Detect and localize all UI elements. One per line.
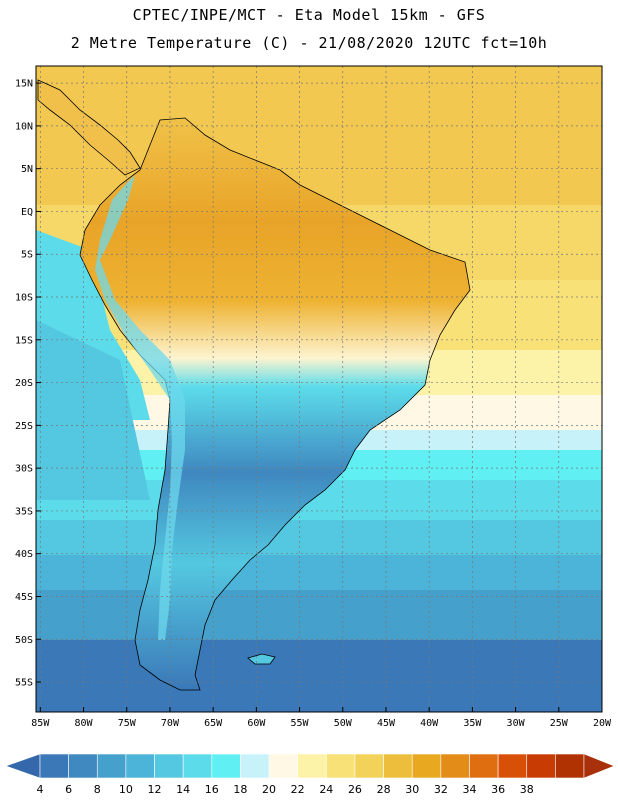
colorbar-label: 24 [319, 783, 333, 796]
colorbar-label: 28 [377, 783, 391, 796]
lon-label: 50W [334, 718, 353, 729]
lat-label: 30S [15, 464, 33, 475]
colorbar-box [354, 753, 384, 779]
colorbar-label: 22 [291, 783, 305, 796]
colorbar-overflow-arrow [583, 753, 615, 779]
colorbar-box [268, 753, 298, 779]
lat-label: 25S [15, 421, 33, 432]
ocean-band-9 [36, 555, 602, 590]
colorbar-label: 26 [348, 783, 362, 796]
colorbar-label: 12 [148, 783, 162, 796]
lon-label: 75W [118, 718, 137, 729]
lat-label: 10N [15, 121, 33, 132]
colorbar-box [469, 753, 499, 779]
lon-label: 80W [74, 718, 93, 729]
colorbar-label: 38 [520, 783, 534, 796]
colorbar-box [383, 753, 413, 779]
lat-label: 50S [15, 635, 33, 646]
colorbar-label: 30 [405, 783, 419, 796]
lon-label: 60W [247, 718, 266, 729]
lat-label: 15S [15, 335, 33, 346]
lon-label: 45W [377, 718, 396, 729]
lat-label: 40S [15, 549, 33, 560]
colorbar-box [526, 753, 556, 779]
colorbar-box [440, 753, 470, 779]
lat-label: 55S [15, 678, 33, 689]
longitude-axis-labels: 85W 80W 75W 70W 65W 60W 55W 50W 45W 40W 35W 30W 25W 2… [31, 707, 612, 729]
colorbar-box [211, 753, 241, 779]
lon-label: 25W [550, 718, 569, 729]
lat-label: 5S [21, 250, 33, 261]
lat-label: 20S [15, 378, 33, 389]
pacific-cool-area-2 [36, 320, 150, 500]
lon-label: 30W [507, 718, 526, 729]
colorbar-box [497, 753, 528, 779]
map-title-line2: 2 Metre Temperature (C) - 21/08/2020 12U… [70, 34, 548, 52]
colorbar-box [96, 753, 127, 779]
colorbar-box [182, 753, 213, 779]
colorbar-label: 16 [205, 783, 219, 796]
colorbar-label: 34 [462, 783, 476, 796]
temperature-map: 15N 10N 5N EQ 5S 10S 15S 20S 25S 30S 35S 40S 45S 50S 5… [15, 65, 612, 729]
lat-label: 45S [15, 592, 33, 603]
colorbar-box [297, 753, 327, 779]
colorbar-box [326, 753, 356, 779]
colorbar-box [125, 753, 155, 779]
ocean-band-8 [36, 520, 602, 555]
lon-label: 40W [420, 718, 439, 729]
colorbar-label: 18 [233, 783, 247, 796]
colorbar-label: 6 [65, 783, 72, 796]
colorbar-label: 36 [491, 783, 505, 796]
temperature-colorbar: 4 6 8 10 12 14 16 18 20 22 24 26 28 30 32 34 36 38 [5, 753, 615, 796]
lon-label: 85W [31, 718, 50, 729]
south-america-landmass [79, 117, 471, 691]
lat-label: 15N [15, 79, 33, 90]
colorbar-box [411, 753, 442, 779]
lat-label: EQ [21, 207, 33, 218]
latitude-axis-labels: 15N 10N 5N EQ 5S 10S 15S 20S 25S 30S 35S 40S 45S 50S 5… [15, 79, 41, 689]
colorbar-label: 14 [176, 783, 190, 796]
colorbar-label: 8 [94, 783, 101, 796]
lon-label: 70W [161, 718, 180, 729]
lat-label: 10S [15, 293, 33, 304]
lat-label: 5N [21, 164, 33, 175]
colorbar-underflow-arrow [5, 753, 41, 779]
colorbar-label: 10 [119, 783, 133, 796]
falkland-islands [247, 653, 276, 665]
colorbar-box [555, 753, 585, 779]
map-title-line1: CPTEC/INPE/MCT - Eta Model 15km - GFS [132, 6, 486, 24]
colorbar-label: 20 [262, 783, 276, 796]
lat-label: 35S [15, 506, 33, 517]
lon-label: 20W [593, 718, 612, 729]
colorbar-label: 32 [434, 783, 448, 796]
colorbar-box [154, 753, 184, 779]
lon-label: 35W [463, 718, 482, 729]
map-frame [35, 65, 603, 713]
lon-label: 55W [291, 718, 310, 729]
graticule-grid [36, 66, 603, 712]
colorbar-label: 4 [37, 783, 44, 796]
colorbar-box [39, 753, 69, 779]
ocean-band-11 [36, 640, 602, 712]
ocean-band-10 [36, 590, 602, 640]
colorbar-box [68, 753, 98, 779]
lon-label: 65W [204, 718, 223, 729]
colorbar-box [240, 753, 270, 779]
